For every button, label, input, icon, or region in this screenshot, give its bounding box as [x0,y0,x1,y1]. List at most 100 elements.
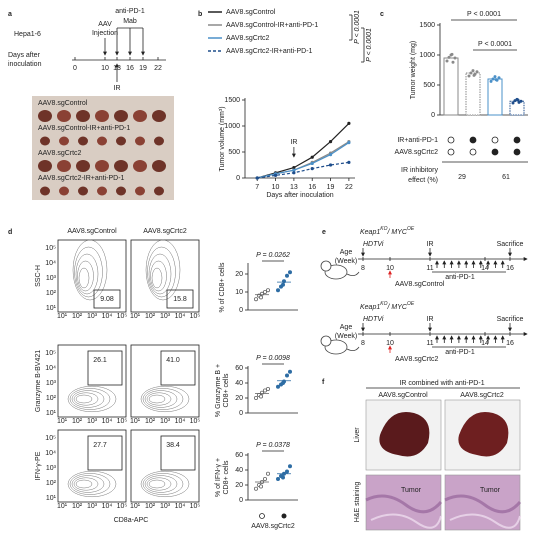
data-point [467,74,471,78]
tumor [95,110,109,122]
data-point [451,60,455,64]
bar [443,57,459,116]
matrix-dot [447,136,455,144]
panel-label: c [380,11,384,18]
column-title: AAV8.sgControl [67,228,117,235]
week-label: 8 [361,340,365,347]
bar [509,100,525,116]
age-label: (Week) [335,258,357,265]
flow-tick-label: 10³ [87,313,98,320]
timeline-tick-label: 19 [139,65,147,72]
contour [72,239,108,301]
flow-tick-label: 10² [72,418,83,425]
hdtvi-label: HDTVi [363,241,384,248]
week-label: 11 [426,265,433,272]
panel-label: d [8,229,12,236]
genotype-part: Keap1 [360,229,380,236]
bar [487,78,503,116]
data-point [265,471,270,476]
flow-tick-label: 10⁴ [102,503,113,510]
flow-tick-label: 10⁴ [45,260,56,267]
flow-tick-label: 10³ [160,313,171,320]
gate-value: 9.08 [100,296,114,303]
data-point [519,99,523,103]
line [257,161,349,179]
line [257,122,350,179]
x-tick-label: 22 [345,184,353,191]
tumor [59,136,69,146]
effect-value: 61 [502,174,510,181]
contour [148,253,172,295]
y-tick-label: 20 [235,271,243,278]
gate [160,350,196,386]
data-point [275,384,280,389]
marker [347,141,351,145]
marker [310,155,314,159]
data-point [280,282,285,287]
gate [160,435,196,471]
contour [74,246,103,298]
age-label: Age [340,324,353,331]
matrix-row-label: IR+anti-PD-1 [397,137,438,144]
tumor [152,160,166,172]
genotype-part: / MYC [386,304,407,311]
y-axis-title: Tumor weight (mg) [410,41,417,99]
data-point [262,388,267,393]
flow-tick-label: 10⁵ [45,435,56,442]
ir-label: IR [114,85,121,92]
contour [73,392,99,406]
y-tick-label: 1000 [419,52,435,59]
flow-x-label: CD8a-APC [114,517,149,524]
p-value: P < 0.0001 [354,10,361,44]
data-point [447,55,451,59]
tumor [133,160,147,172]
data-point [284,373,289,378]
x-tick-label: 7 [255,184,259,191]
y-tick-label: 60 [235,452,243,459]
contour [75,479,93,489]
genotype: Keap1KO/ MYCOE [360,226,415,236]
ir-label: IR [427,241,434,248]
contour [144,475,178,493]
panel-label: a [8,11,12,18]
gate [87,350,123,386]
flow-tick-label: 10¹ [57,503,68,510]
week-label: 14 [481,340,489,347]
data-point [497,76,501,80]
data-point [262,476,267,481]
row-label: H&E staining [354,482,361,523]
marker [328,163,333,167]
data-point [287,464,292,469]
data-point [258,394,263,399]
data-point [284,273,289,278]
gate [93,289,121,309]
contour [146,477,172,491]
contour [69,473,111,495]
contour [146,392,172,406]
gate-value: 26.1 [93,357,107,364]
flow-tick-label: 10⁴ [45,450,56,457]
data-point [258,295,263,300]
contour [147,246,176,298]
data-point [469,71,473,75]
flow-plot [57,239,127,313]
flow-tick-label: 10¹ [46,305,57,312]
ir-label: IR [427,316,434,323]
group-marker [259,513,265,519]
timeline-title: inoculation [8,61,42,68]
week-label: 10 [386,340,394,347]
flow-plot [57,344,127,418]
contour [148,479,166,489]
marker [328,140,333,144]
y-tick-label: 0 [239,410,243,417]
data-point [280,380,285,385]
contour [142,388,184,410]
flow-tick-label: 10³ [46,380,57,387]
flow-tick-label: 10⁵ [117,503,128,510]
flow-tick-label: 10¹ [57,313,68,320]
data-point [287,369,292,374]
treatment-label: Mab [123,18,137,25]
contour [145,239,181,301]
contour [78,267,90,289]
contour [71,390,105,408]
